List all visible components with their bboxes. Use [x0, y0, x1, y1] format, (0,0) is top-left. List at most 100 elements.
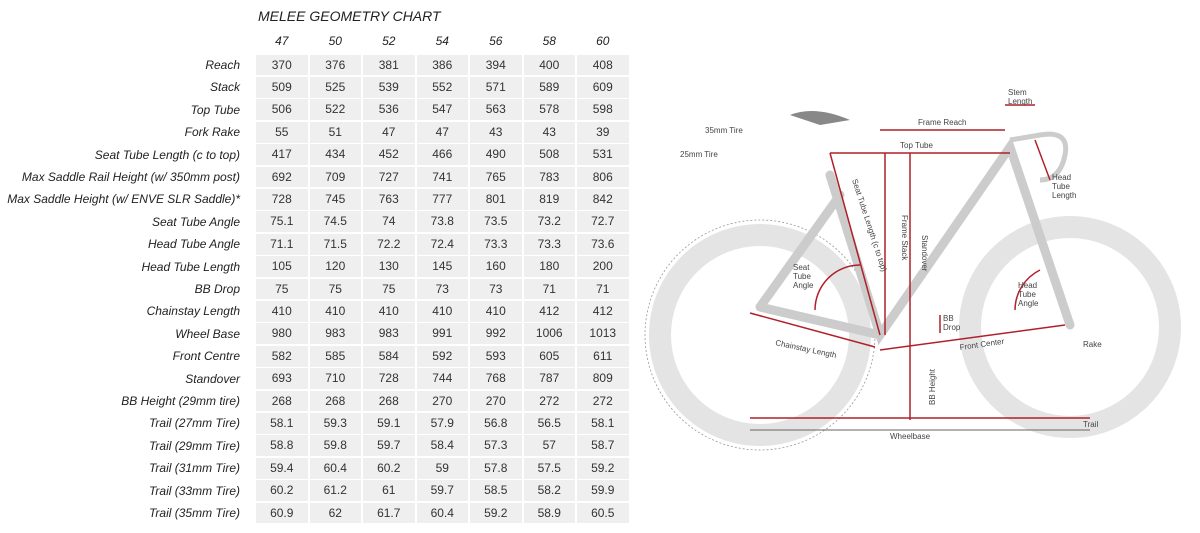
cell: 991 [416, 323, 468, 345]
label-bb-height: BB Height [928, 368, 937, 405]
cell: 536 [363, 99, 415, 121]
cell: 571 [470, 76, 522, 98]
cell: 386 [416, 54, 468, 76]
cell: 552 [416, 76, 468, 98]
dimension-lines [749, 104, 1090, 420]
cell: 434 [309, 144, 361, 165]
column-header: 52 [382, 33, 396, 48]
row-label: Trail (31mm Tire) [148, 461, 240, 476]
cell: 783 [523, 166, 575, 188]
cell: 57.9 [416, 412, 468, 434]
cell: 1006 [523, 323, 575, 345]
title: MELEE GEOMETRY CHART [258, 8, 441, 24]
cell: 728 [363, 368, 415, 389]
cell: 609 [577, 76, 629, 98]
front-wheel [959, 216, 1181, 438]
label-head-tube-angle: Head Tube Angle [1018, 281, 1039, 308]
cell: 525 [309, 76, 361, 98]
row-label: BB Drop [194, 282, 240, 296]
cell: 745 [309, 188, 361, 210]
row-label: Chainstay Length [146, 304, 240, 319]
cell: 59.8 [309, 435, 361, 457]
cell: 58.4 [416, 435, 468, 457]
cell: 61 [363, 480, 415, 501]
label-frame-reach: Frame Reach [918, 118, 966, 127]
row-label: Front Centre [172, 349, 240, 364]
cell: 768 [470, 368, 522, 389]
row-label: Seat Tube Angle [151, 214, 240, 229]
cell: 412 [523, 300, 575, 322]
cell: 370 [256, 54, 308, 76]
cell: 410 [416, 300, 468, 322]
label-standover: Standover [920, 235, 929, 272]
cell: 1013 [577, 323, 629, 345]
cell: 73.2 [523, 211, 575, 233]
cell: 51 [309, 121, 361, 143]
row-label: Max Saddle Height (w/ ENVE SLR Saddle)* [7, 192, 240, 207]
column-header: 56 [489, 33, 503, 48]
cell: 59.3 [309, 412, 361, 434]
cell: 584 [363, 345, 415, 367]
cell: 39 [577, 121, 629, 143]
cell: 506 [256, 99, 308, 121]
cell: 741 [416, 166, 468, 188]
cell: 763 [363, 188, 415, 210]
cell: 62 [309, 502, 361, 524]
cell: 777 [416, 188, 468, 210]
cell: 410 [256, 300, 308, 322]
cell: 410 [470, 300, 522, 322]
row-label: Head Tube Angle [147, 237, 240, 252]
cell: 58.9 [523, 502, 575, 524]
cell: 980 [256, 323, 308, 345]
cell: 728 [256, 188, 308, 210]
cell: 72.7 [577, 211, 629, 233]
column-header: 50 [328, 33, 342, 48]
cell: 75 [256, 278, 308, 300]
cell: 59.9 [577, 480, 629, 501]
label-frame-stack: Frame Stack [900, 215, 909, 261]
cell: 578 [523, 99, 575, 121]
label-wheelbase: Wheelbase [890, 432, 931, 441]
cell: 73 [470, 278, 522, 300]
label-rake: Rake [1083, 340, 1102, 349]
cell: 765 [470, 166, 522, 188]
cell: 727 [363, 166, 415, 188]
cell: 410 [309, 300, 361, 322]
tire-outline [644, 219, 876, 451]
cell: 410 [363, 300, 415, 322]
cell: 56.8 [470, 412, 522, 434]
cell: 819 [523, 188, 575, 210]
cell: 105 [256, 256, 308, 277]
cell: 57 [523, 435, 575, 457]
cell: 598 [577, 99, 629, 121]
cell: 57.5 [523, 457, 575, 479]
cell: 58.1 [256, 412, 308, 434]
cell: 57.3 [470, 435, 522, 457]
cell: 71.5 [309, 233, 361, 255]
label-bb-drop: BB Drop [943, 314, 961, 332]
cell: 376 [309, 54, 361, 76]
cell: 272 [523, 390, 575, 412]
cell: 992 [470, 323, 522, 345]
cell: 74.5 [309, 211, 361, 233]
cell: 72.4 [416, 233, 468, 255]
cell: 693 [256, 368, 308, 389]
cell: 73.3 [523, 233, 575, 255]
cell: 59 [416, 457, 468, 479]
cell: 73 [416, 278, 468, 300]
cell: 73.8 [416, 211, 468, 233]
cell: 394 [470, 54, 522, 76]
cell: 983 [309, 323, 361, 345]
cell: 801 [470, 188, 522, 210]
cell: 75 [363, 278, 415, 300]
cell: 71 [523, 278, 575, 300]
cell: 692 [256, 166, 308, 188]
label-head-tube-length: Head Tube Length [1052, 173, 1076, 200]
row-label: Reach [205, 58, 240, 72]
cell: 490 [470, 144, 522, 165]
cell: 59.2 [577, 457, 629, 479]
cell: 709 [309, 166, 361, 188]
cell: 75 [309, 278, 361, 300]
cell: 200 [577, 256, 629, 277]
cell: 842 [577, 188, 629, 210]
